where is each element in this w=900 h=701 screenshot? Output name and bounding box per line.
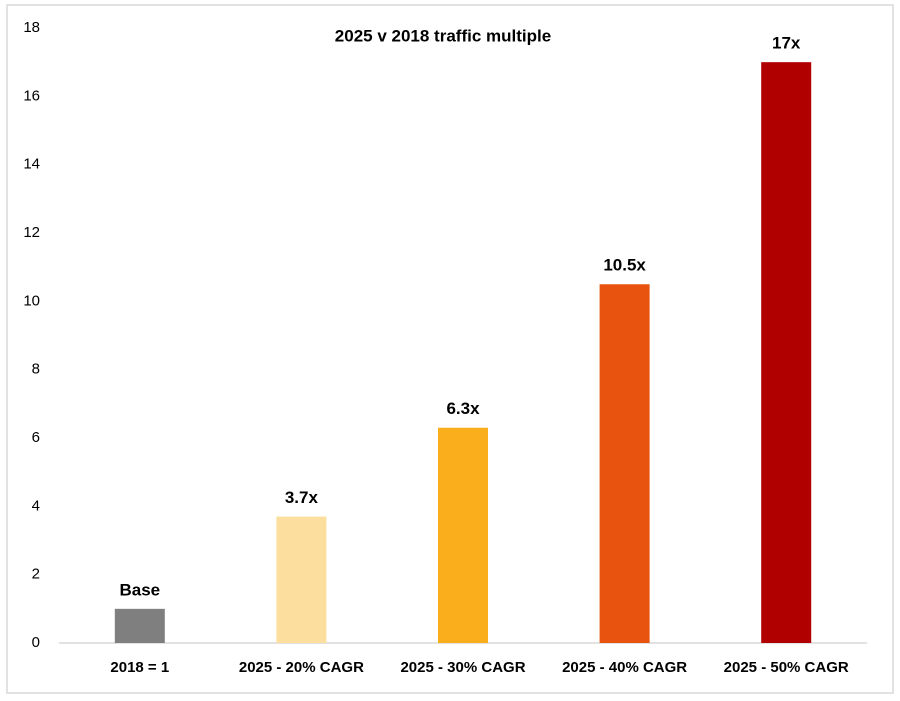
- value-label: 10.5x: [603, 256, 646, 275]
- value-label: Base: [119, 580, 160, 599]
- y-tick-label: 10: [23, 292, 40, 309]
- y-tick-label: 4: [32, 497, 40, 514]
- bar: [438, 427, 488, 643]
- bar: [114, 608, 165, 643]
- y-tick-label: 16: [23, 87, 40, 104]
- bar: [599, 284, 650, 643]
- bar: [276, 516, 327, 643]
- chart-title: 2025 v 2018 traffic multiple: [335, 26, 551, 45]
- y-tick-label: 18: [23, 19, 40, 36]
- y-tick-label: 12: [23, 224, 40, 241]
- y-tick-label: 6: [32, 429, 40, 446]
- x-tick-label: 2018 = 1: [110, 659, 169, 676]
- y-tick-label: 8: [32, 361, 40, 378]
- y-tick-label: 2: [32, 566, 40, 583]
- y-tick-label: 0: [32, 634, 40, 651]
- value-label: 6.3x: [446, 399, 480, 418]
- x-tick-label: 2025 - 20% CAGR: [239, 659, 364, 676]
- value-label: 3.7x: [285, 488, 319, 507]
- bar: [761, 62, 812, 643]
- x-tick-label: 2025 - 50% CAGR: [724, 659, 849, 676]
- x-tick-label: 2025 - 30% CAGR: [400, 659, 525, 676]
- x-tick-label: 2025 - 40% CAGR: [562, 659, 687, 676]
- value-label: 17x: [772, 34, 801, 53]
- y-tick-label: 14: [23, 156, 40, 173]
